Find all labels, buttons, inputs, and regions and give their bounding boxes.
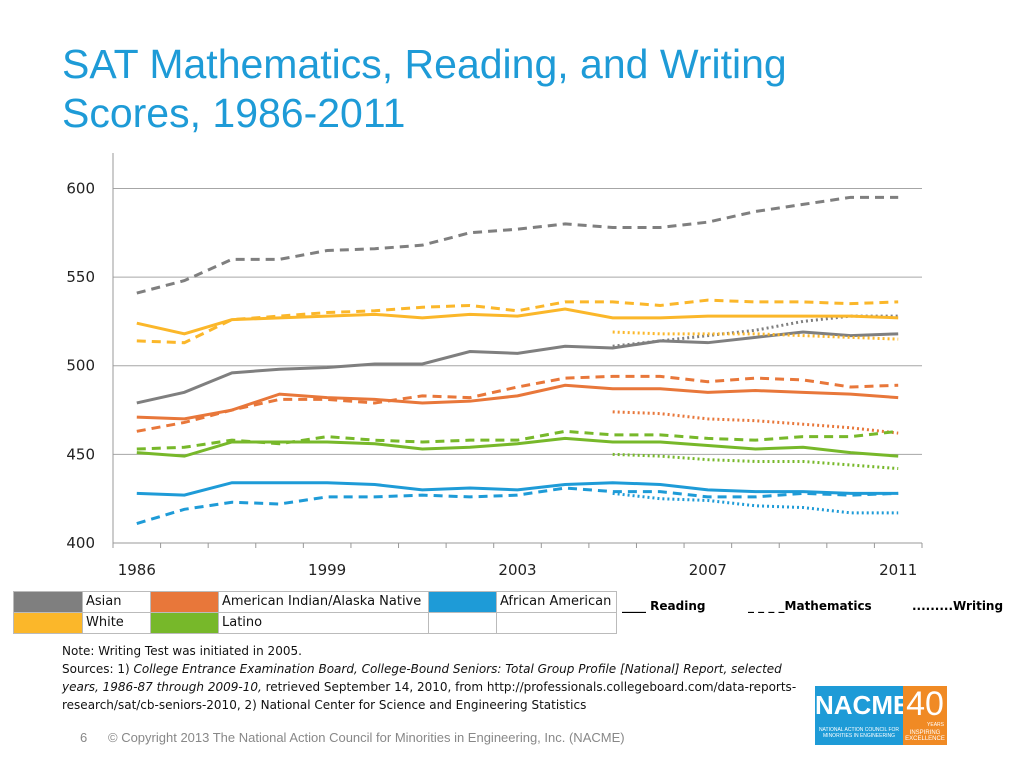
copyright: © Copyright 2013 The National Action Cou… [108,730,625,745]
sources-text: retrieved September 14, 2010, from http:… [62,680,797,712]
mathematics-line [136,195,899,295]
logo-tagline: INSPIRING EXCELLENCE [905,730,945,742]
line-key: .........Writing [912,599,1004,613]
x-tick-label: 1986 [118,561,156,579]
x-tick-label: 2003 [498,561,536,579]
reading-line [136,481,899,497]
logo: NACME NATIONAL ACTION COUNCIL FOR MINORI… [815,686,911,745]
slide-title: SAT Mathematics, Reading, and Writing Sc… [62,41,787,136]
logo-number: 40 [906,685,944,723]
legend-label: Latino [218,612,429,634]
logo-council: NATIONAL ACTION COUNCIL FOR MINORITIES I… [818,727,900,739]
legend-label: Asian [82,591,151,613]
sources-text: Sources: 1) [62,662,134,676]
sources: Sources: 1) College Entrance Examination… [62,660,802,714]
logo-badge: 40 YEARS INSPIRING EXCELLENCE [903,686,947,745]
legend-empty [496,612,617,634]
note: Note: Writing Test was initiated in 2005… [62,644,302,658]
sources-text: College Entrance Examination Board, Coll… [62,662,782,694]
legend-swatch [150,612,219,634]
x-tick-label: 2011 [879,561,917,579]
legend-label: White [82,612,151,634]
mathematics-line [136,486,899,525]
logo-name: NACME [815,690,911,720]
reading-line [136,307,899,336]
reading-line [136,330,899,405]
writing-line [612,452,899,471]
x-tick-label: 1999 [308,561,346,579]
legend-swatch [150,591,219,613]
mathematics-line [136,429,899,451]
y-tick-label: 500 [66,357,95,375]
logo-years: YEARS [927,722,944,728]
notes: Note: Writing Test was initiated in 2005… [62,642,802,714]
writing-line [612,410,899,435]
legend-swatch [428,612,497,634]
page-number: 6 [80,730,88,745]
legend-swatch [13,612,83,634]
reading-line [136,383,899,421]
y-tick-label: 600 [66,179,95,197]
legend-label: American Indian/Alaska Native [218,591,429,613]
y-tick-label: 450 [66,445,95,463]
legend-label: African American [496,591,617,613]
y-tick-label: 400 [66,534,95,552]
legend-swatch [13,591,83,613]
line-key: _ _ _ _Mathematics [748,599,872,613]
legend-swatch [428,591,497,613]
x-tick-label: 2007 [689,561,727,579]
line-key: ____ Reading [622,599,706,613]
y-tick-label: 550 [66,268,95,286]
